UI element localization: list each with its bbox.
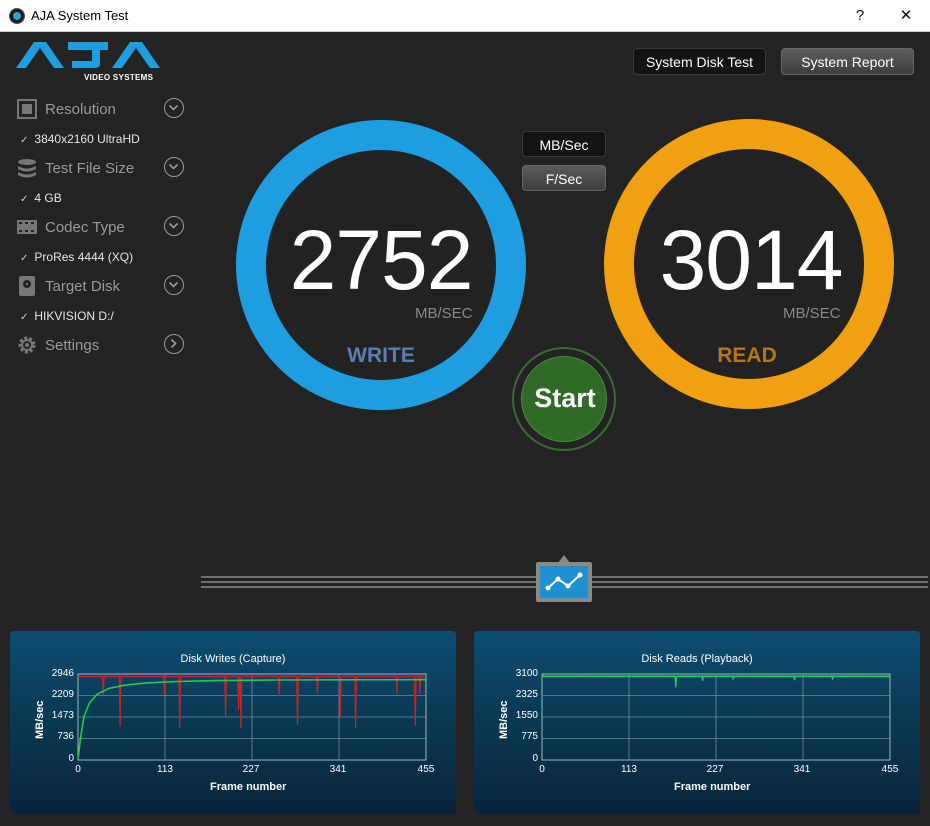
- write-speed-unit: MB/SEC: [415, 305, 473, 322]
- system-disk-test-button[interactable]: System Disk Test: [633, 48, 766, 75]
- sidebar-item-target-disk[interactable]: Target Disk: [16, 275, 188, 299]
- x-tick-label: 341: [793, 764, 811, 775]
- start-label: Start: [534, 383, 596, 413]
- x-axis-title: Frame number: [210, 781, 287, 793]
- start-button-face: Start: [521, 356, 607, 442]
- f-sec-toggle[interactable]: F/Sec: [522, 165, 606, 191]
- disk-reads-plot: [541, 673, 891, 761]
- chevron-down-icon[interactable]: [164, 157, 184, 177]
- chart-title: Disk Reads (Playback): [641, 653, 753, 665]
- disk-writes-panel: Disk Writes (Capture) MB/sec Frame numbe…: [10, 631, 456, 814]
- app-logo-icon: [9, 8, 25, 24]
- read-gauge-ring: [604, 119, 894, 409]
- logo-subtitle: VIDEO SYSTEMS: [84, 73, 154, 82]
- read-gauge: [604, 119, 894, 409]
- sidebar-item-test-file-size[interactable]: Test File Size: [16, 157, 188, 181]
- line-graph-icon: [545, 572, 583, 591]
- x-tick-label: 341: [329, 764, 347, 775]
- x-axis-title: Frame number: [674, 781, 751, 793]
- chevron-right-icon[interactable]: [164, 334, 184, 354]
- x-tick-label: 0: [539, 764, 545, 775]
- check-icon: ✓: [20, 194, 29, 205]
- film-icon: [17, 220, 37, 234]
- chevron-down-icon[interactable]: [164, 98, 184, 118]
- check-icon: ✓: [20, 253, 29, 264]
- test-file-size-value-text: 4 GB: [34, 191, 62, 205]
- disk-reads-panel: Disk Reads (Playback) MB/sec Frame numbe…: [474, 631, 920, 814]
- chart-title: Disk Writes (Capture): [180, 653, 286, 665]
- mb-sec-toggle[interactable]: MB/Sec: [522, 131, 606, 157]
- x-tick-label: 227: [706, 764, 724, 775]
- close-button[interactable]: ✕: [899, 7, 913, 24]
- x-tick-label: 113: [157, 764, 173, 775]
- y-tick-label: 0: [532, 753, 538, 764]
- x-tick-label: 113: [621, 764, 637, 775]
- sidebar-item-label: Test File Size: [45, 160, 135, 177]
- resolution-value: ✓ 3840x2160 UltraHD: [20, 132, 140, 146]
- help-button[interactable]: ?: [855, 7, 865, 24]
- gear-icon: [18, 336, 36, 354]
- read-speed-value: 3014: [659, 213, 844, 307]
- y-tick-label: 1473: [51, 710, 74, 721]
- system-report-button[interactable]: System Report: [781, 48, 914, 75]
- sidebar-item-label: Target Disk: [45, 278, 121, 295]
- sidebar-item-label: Codec Type: [45, 219, 125, 236]
- resolution-value-text: 3840x2160 UltraHD: [34, 132, 140, 146]
- sidebar-item-codec-type[interactable]: Codec Type: [16, 216, 188, 240]
- sidebar-item-label: Resolution: [45, 101, 116, 118]
- disk-icon: [19, 276, 35, 296]
- y-tick-label: 1550: [515, 710, 538, 721]
- title-bar: AJA System Test ? ✕: [0, 0, 930, 32]
- x-tick-label: 455: [881, 764, 899, 775]
- chevron-down-icon[interactable]: [164, 275, 184, 295]
- x-tick-label: 455: [417, 764, 435, 775]
- sidebar-item-resolution[interactable]: Resolution: [16, 98, 188, 122]
- graph-toggle-notch: [558, 555, 570, 563]
- aja-logo-mark: [16, 42, 160, 68]
- check-icon: ✓: [20, 312, 29, 323]
- codec-type-value-text: ProRes 4444 (XQ): [34, 250, 134, 264]
- y-tick-label: 3100: [515, 668, 538, 679]
- y-tick-label: 736: [57, 731, 74, 742]
- write-speed-value: 2752: [289, 213, 474, 307]
- write-label: WRITE: [347, 344, 415, 367]
- start-button[interactable]: Start: [512, 347, 616, 451]
- average-series-line: [77, 678, 427, 761]
- y-tick-label: 0: [68, 753, 74, 764]
- write-gauge: [236, 120, 526, 410]
- y-tick-label: 775: [521, 731, 538, 742]
- resolution-icon: [17, 99, 37, 119]
- target-disk-value-text: HIKVISION D:/: [34, 309, 114, 323]
- y-tick-label: 2946: [51, 668, 74, 679]
- per-frame-series-line: [77, 674, 427, 728]
- x-tick-label: 227: [242, 764, 260, 775]
- window-title: AJA System Test: [31, 8, 129, 23]
- read-label: READ: [717, 344, 777, 367]
- codec-type-value: ✓ ProRes 4444 (XQ): [20, 250, 133, 264]
- x-tick-label: 0: [75, 764, 81, 775]
- chevron-down-icon[interactable]: [164, 216, 184, 236]
- stack-icon: [18, 159, 36, 178]
- check-icon: ✓: [20, 135, 29, 146]
- disk-writes-plot: [77, 673, 427, 761]
- aja-logo: VIDEO SYSTEMS: [14, 40, 164, 87]
- y-tick-label: 2209: [51, 689, 74, 700]
- main-panel: VIDEO SYSTEMS Resolution ✓ 3840x2160 Ultr…: [0, 32, 930, 826]
- target-disk-value: ✓ HIKVISION D:/: [20, 309, 114, 323]
- write-gauge-ring: [236, 120, 526, 410]
- y-tick-label: 2325: [515, 689, 538, 700]
- sidebar-item-settings[interactable]: Settings: [16, 334, 188, 358]
- graph-toggle-face: [540, 566, 588, 598]
- sidebar-item-label: Settings: [45, 337, 100, 354]
- test-file-size-value: ✓ 4 GB: [20, 191, 62, 205]
- read-speed-unit: MB/SEC: [783, 305, 841, 322]
- graph-toggle-button[interactable]: [536, 562, 592, 602]
